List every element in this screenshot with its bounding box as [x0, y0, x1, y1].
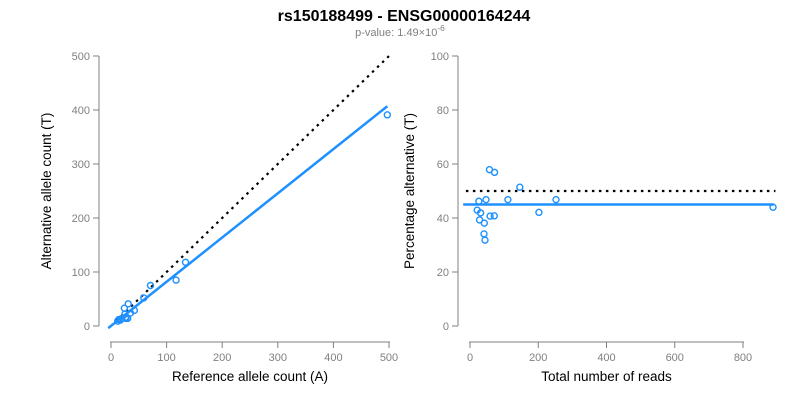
data-point	[552, 195, 560, 204]
data-point	[535, 208, 543, 217]
data-point	[482, 195, 490, 204]
data-point	[123, 314, 132, 323]
x-tick-label: 500	[380, 352, 398, 364]
data-point	[476, 209, 485, 217]
x-tick-label: 200	[529, 352, 547, 364]
p-value-exponent: -6	[437, 23, 445, 33]
y-tick-label: 400	[72, 105, 90, 117]
data-point	[124, 300, 132, 308]
data-point	[486, 212, 494, 220]
figure-title: rs150188499 - ENSG00000164244	[278, 8, 531, 25]
x-tick-label: 100	[157, 352, 175, 364]
x-tick-label: 0	[108, 352, 114, 364]
data-point	[769, 203, 777, 211]
y-tick-label: 200	[72, 213, 90, 225]
right-plot: 0 20 40 60 80 100 0 200 400 600 800 Total number of…	[402, 51, 777, 384]
x-axis-title: Total number of reads	[541, 369, 672, 384]
x-tick-label: 800	[734, 352, 752, 364]
data-point	[130, 306, 139, 315]
identity-line	[110, 55, 390, 327]
y-axis-title: Alternative allele count (T)	[39, 113, 54, 270]
x-axis-title: Reference allele count (A)	[172, 369, 328, 384]
y-tick-label: 40	[437, 213, 449, 225]
y-tick-label: 500	[72, 51, 90, 63]
data-point	[480, 219, 489, 227]
x-tick-label: 0	[467, 352, 473, 364]
x-tick-label: 600	[666, 352, 684, 364]
p-value-subtitle: p-value: 1.49×10-6	[355, 23, 445, 39]
x-tick-label: 400	[597, 352, 615, 364]
left-plot: 0 100 200 300 400 500 0 100 200 300 400 500 Referenc…	[39, 51, 398, 384]
data-point	[383, 111, 392, 119]
data-point	[475, 197, 483, 205]
data-point	[172, 276, 180, 284]
x-tick-label: 300	[269, 352, 287, 364]
y-tick-label: 60	[437, 159, 449, 171]
y-axis-title: Percentage alternative (T)	[402, 113, 417, 269]
data-point	[481, 236, 489, 244]
data-point	[146, 281, 155, 290]
data-point	[181, 258, 190, 266]
data-point	[504, 195, 512, 204]
p-value-text: p-value: 1.49×10	[355, 27, 437, 39]
fit-line	[107, 105, 389, 330]
y-tick-label: 100	[431, 51, 449, 63]
data-point	[490, 168, 499, 177]
y-tick-label: 0	[443, 321, 449, 333]
data-point	[480, 230, 488, 238]
data-point	[140, 294, 148, 302]
x-tick-label: 400	[324, 352, 342, 364]
data-point	[490, 212, 498, 220]
y-tick-label: 20	[437, 267, 449, 279]
x-tick-label: 200	[213, 352, 231, 364]
data-point	[516, 183, 524, 191]
y-tick-label: 300	[72, 159, 90, 171]
y-tick-label: 0	[84, 321, 90, 333]
y-tick-label: 80	[437, 105, 449, 117]
y-tick-label: 100	[72, 267, 90, 279]
